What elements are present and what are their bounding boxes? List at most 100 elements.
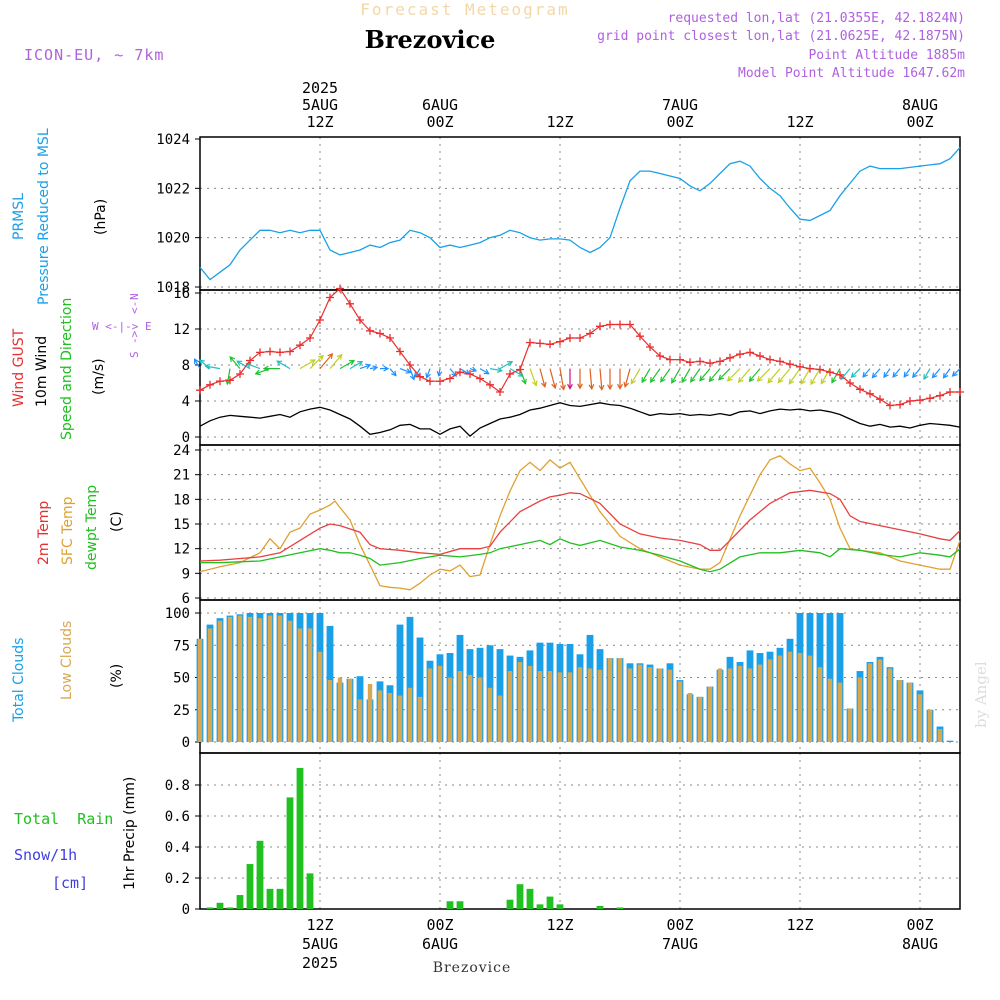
label-prmsl: PRMSL bbox=[11, 193, 27, 240]
wind-arrow-head bbox=[942, 372, 949, 379]
y-tick-label: 1022 bbox=[156, 181, 190, 197]
wind-arrow bbox=[236, 360, 251, 370]
low-cloud-bar bbox=[367, 683, 373, 742]
bottom-time-label: 12Z bbox=[786, 916, 813, 934]
wind-arrow bbox=[255, 368, 271, 375]
wind-arrow-head bbox=[348, 359, 355, 366]
low-cloud-bar bbox=[827, 678, 833, 742]
wind-arrow-head bbox=[436, 370, 443, 377]
y-tick-label: 0 bbox=[182, 430, 190, 446]
gust-marker bbox=[266, 347, 274, 356]
wind-arrow-head bbox=[357, 360, 364, 367]
low-cloud-bar bbox=[327, 680, 333, 742]
wind-arrow-head bbox=[551, 382, 557, 390]
gust-marker bbox=[196, 386, 204, 395]
low-cloud-bar bbox=[907, 682, 913, 742]
svg-text:S: S bbox=[128, 351, 141, 358]
wind-arrow bbox=[309, 355, 324, 370]
gust-marker bbox=[236, 370, 244, 378]
low-cloud-bar bbox=[627, 668, 633, 742]
wind-arrow bbox=[199, 359, 211, 370]
y-tick-label: 75 bbox=[173, 638, 190, 654]
wind-grid bbox=[200, 290, 960, 445]
low-cloud-bar bbox=[857, 677, 863, 742]
wind-arrow-head bbox=[850, 372, 857, 378]
wind-arrow bbox=[641, 368, 651, 383]
gust-marker bbox=[706, 359, 714, 368]
y-tick-label: 25 bbox=[173, 703, 190, 719]
wind-arrow bbox=[349, 361, 363, 370]
gust-marker bbox=[896, 400, 904, 409]
wind-arrow-head bbox=[748, 376, 755, 383]
label-total-rain: Total Rain bbox=[14, 810, 113, 828]
low-cloud-bar bbox=[287, 620, 293, 742]
top-time-label: 12Z bbox=[306, 113, 333, 131]
wind-panel: 0 4 8 12 16 bbox=[173, 284, 964, 446]
low-cloud-bar bbox=[527, 665, 533, 742]
y-tick-label: 0.2 bbox=[165, 871, 190, 887]
rain-bar bbox=[456, 901, 464, 909]
wind-arrow-head bbox=[649, 377, 656, 384]
low-cloud-bar bbox=[227, 616, 233, 742]
wind-arrow bbox=[489, 368, 502, 372]
top-time-label: 12Z bbox=[786, 113, 813, 131]
info-model-altitude: Model Point Altitude 1647.62m bbox=[738, 66, 965, 81]
cloud-bars bbox=[196, 613, 954, 742]
gust-marker bbox=[276, 348, 284, 357]
low-cloud-bar bbox=[457, 671, 463, 742]
low-cloud-bar bbox=[867, 663, 873, 742]
wind-arrow-head bbox=[229, 356, 236, 363]
bottom-time-label: 8AUG bbox=[902, 935, 938, 953]
wind-arrow bbox=[923, 368, 931, 380]
wind-arrow-head bbox=[507, 360, 514, 367]
wind-arrow-head bbox=[923, 373, 929, 381]
wind-arrow bbox=[509, 368, 524, 377]
low-cloud-bar bbox=[747, 668, 753, 742]
rain-bar bbox=[216, 902, 224, 909]
rain-bar bbox=[236, 895, 244, 909]
wind-arrow bbox=[810, 368, 821, 385]
wind-arrow bbox=[426, 368, 431, 378]
gust-marker bbox=[416, 372, 424, 381]
low-cloud-bar bbox=[637, 664, 643, 742]
wind-arrow-head bbox=[532, 380, 538, 387]
total-cloud-bar bbox=[406, 616, 414, 742]
low-cloud-bar bbox=[317, 651, 323, 742]
wind-arrow bbox=[329, 354, 343, 369]
gust-marker bbox=[566, 334, 574, 342]
wind-arrow-head bbox=[405, 368, 412, 374]
wind-arrow bbox=[499, 361, 513, 370]
bottom-time-label: 12Z bbox=[546, 916, 573, 934]
wind-arrow-head bbox=[577, 383, 583, 390]
gust-marker bbox=[496, 388, 504, 396]
bottom-time-label: 7AUG bbox=[662, 935, 698, 953]
label-celsius: (C) bbox=[109, 511, 125, 532]
low-cloud-bar bbox=[727, 668, 733, 742]
gust-marker bbox=[946, 388, 954, 396]
bottom-time-label: 12Z bbox=[306, 916, 333, 934]
gust-marker bbox=[586, 329, 594, 338]
wind-arrow bbox=[414, 368, 421, 378]
gust-marker bbox=[656, 352, 664, 360]
gust-marker bbox=[776, 357, 784, 366]
wind-arrow bbox=[892, 368, 901, 378]
bottom-time-label: 2025 bbox=[302, 954, 338, 972]
low-cloud-bar bbox=[667, 669, 673, 742]
clouds-panel: 0 25 50 75 100 bbox=[165, 599, 961, 754]
wind-arrow bbox=[708, 368, 721, 382]
wind-arrow-head bbox=[630, 378, 637, 385]
info-requested: requested lon,lat (21.0355E, 42.1824N) bbox=[668, 11, 965, 26]
wind-arrow-head bbox=[540, 381, 547, 389]
dewpt-line bbox=[200, 538, 961, 573]
y-tick-label: 16 bbox=[173, 286, 190, 302]
top-time-label: 6AUG bbox=[422, 96, 458, 114]
low-cloud-bar bbox=[707, 686, 713, 742]
low-cloud-bar bbox=[297, 628, 303, 742]
bottom-time-label: 5AUG bbox=[302, 935, 338, 953]
wind-arrow-head bbox=[737, 377, 744, 384]
total-cloud-bar bbox=[826, 613, 834, 742]
gust-marker bbox=[806, 364, 814, 373]
low-cloud-bar bbox=[917, 694, 923, 742]
wind-arrow-head bbox=[671, 377, 677, 384]
precip-grid bbox=[200, 753, 960, 909]
